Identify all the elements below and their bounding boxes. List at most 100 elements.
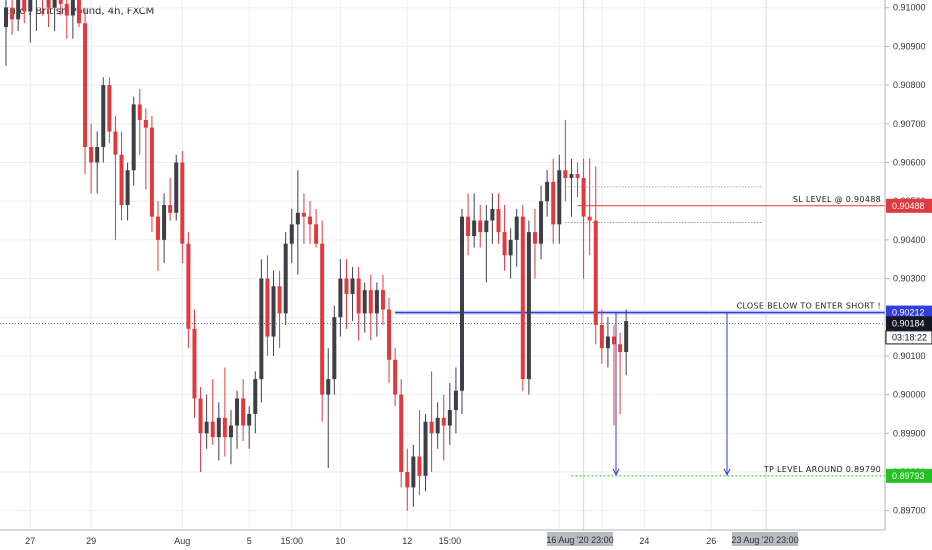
x-tick-label: 15:00 bbox=[280, 536, 303, 546]
candle bbox=[605, 317, 610, 368]
candle bbox=[539, 185, 544, 260]
candle-body bbox=[283, 243, 288, 314]
candle bbox=[58, 0, 63, 16]
candle bbox=[612, 324, 616, 426]
candle-body bbox=[326, 379, 331, 395]
y-tick-label: 0.90600 bbox=[893, 157, 926, 167]
candle-body bbox=[64, 3, 69, 16]
candle bbox=[168, 177, 173, 221]
candle bbox=[314, 208, 319, 248]
candle-body bbox=[563, 170, 568, 178]
candle-body bbox=[58, 0, 63, 4]
candle bbox=[113, 116, 118, 240]
candle bbox=[356, 266, 361, 341]
candle-body bbox=[356, 278, 361, 314]
candle-body bbox=[52, 0, 57, 8]
candle-body bbox=[532, 232, 537, 244]
candle bbox=[472, 193, 477, 248]
candle-body bbox=[210, 421, 215, 438]
candle bbox=[453, 367, 458, 434]
x-tick-label: 29 bbox=[86, 536, 96, 546]
price-levels bbox=[0, 186, 885, 477]
sl-price-tag-text: 0.90488 bbox=[892, 201, 925, 211]
last-price-tag-text: 0.90184 bbox=[892, 318, 925, 328]
candle bbox=[380, 274, 385, 325]
candle-body bbox=[599, 324, 604, 349]
candle-body bbox=[338, 278, 343, 318]
candle-body bbox=[4, 7, 8, 28]
candle bbox=[466, 193, 471, 256]
candle-body bbox=[344, 278, 349, 295]
candle bbox=[22, 0, 27, 24]
countdown-tag bbox=[885, 330, 932, 345]
candle bbox=[277, 270, 282, 349]
candle-body bbox=[22, 0, 27, 12]
candle bbox=[41, 0, 43, 16]
candle bbox=[599, 309, 604, 364]
candle-body bbox=[387, 309, 392, 360]
candle bbox=[28, 0, 33, 43]
candle bbox=[295, 170, 300, 275]
candle bbox=[618, 332, 623, 414]
candle bbox=[423, 413, 428, 492]
candle bbox=[16, 0, 21, 31]
y-tick-label: 0.90900 bbox=[893, 41, 926, 51]
candle bbox=[283, 232, 288, 325]
candle bbox=[545, 170, 550, 217]
candle-body bbox=[143, 119, 148, 128]
candle-body bbox=[107, 85, 112, 132]
candle-body bbox=[453, 390, 458, 411]
candle bbox=[447, 382, 452, 445]
candles[interactable] bbox=[4, 0, 629, 511]
candle bbox=[52, 0, 57, 31]
x-tick-label: 27 bbox=[25, 536, 35, 546]
candle-body bbox=[502, 232, 507, 256]
candle-body bbox=[575, 174, 580, 178]
candle-body bbox=[399, 394, 404, 472]
candle bbox=[532, 208, 537, 279]
candle-body bbox=[618, 344, 623, 353]
candle-body bbox=[539, 201, 544, 244]
candle bbox=[490, 193, 495, 244]
candle bbox=[581, 158, 586, 279]
countdown-tag-text: 03:18:22 bbox=[892, 332, 927, 342]
candle-body bbox=[569, 174, 574, 178]
time-axis-bg[interactable] bbox=[0, 530, 932, 550]
candle bbox=[222, 367, 227, 457]
candle-body bbox=[198, 398, 203, 434]
candle bbox=[563, 119, 568, 202]
candle-body bbox=[466, 216, 471, 236]
candle bbox=[162, 193, 167, 264]
candle bbox=[107, 77, 112, 144]
candle-body bbox=[429, 421, 434, 434]
candle bbox=[143, 108, 148, 190]
candle-body bbox=[149, 127, 154, 217]
candle-body bbox=[216, 417, 221, 438]
candle-body bbox=[520, 216, 525, 380]
candle bbox=[526, 220, 531, 395]
price-axis-bg[interactable] bbox=[885, 0, 932, 530]
candle-body bbox=[612, 336, 616, 345]
candle-body bbox=[277, 286, 282, 314]
candle bbox=[405, 448, 410, 511]
candle-body bbox=[119, 154, 124, 206]
candle-body bbox=[89, 147, 94, 163]
candle-body bbox=[490, 208, 495, 221]
candle-body bbox=[362, 290, 367, 314]
tp-arrow-head bbox=[612, 468, 620, 476]
y-tick-label: 0.90400 bbox=[893, 235, 926, 245]
candle-body bbox=[289, 224, 294, 244]
time-badge-left bbox=[547, 532, 613, 546]
candle-body bbox=[259, 278, 264, 380]
candle bbox=[393, 348, 398, 407]
candle-body bbox=[472, 220, 477, 236]
candle bbox=[253, 371, 258, 434]
candle-body bbox=[228, 425, 233, 438]
candle-body bbox=[526, 232, 531, 380]
candle-body bbox=[10, 7, 15, 20]
candle-body bbox=[247, 413, 252, 426]
candle-body bbox=[137, 104, 142, 120]
candle bbox=[569, 158, 574, 217]
candle bbox=[338, 259, 343, 337]
